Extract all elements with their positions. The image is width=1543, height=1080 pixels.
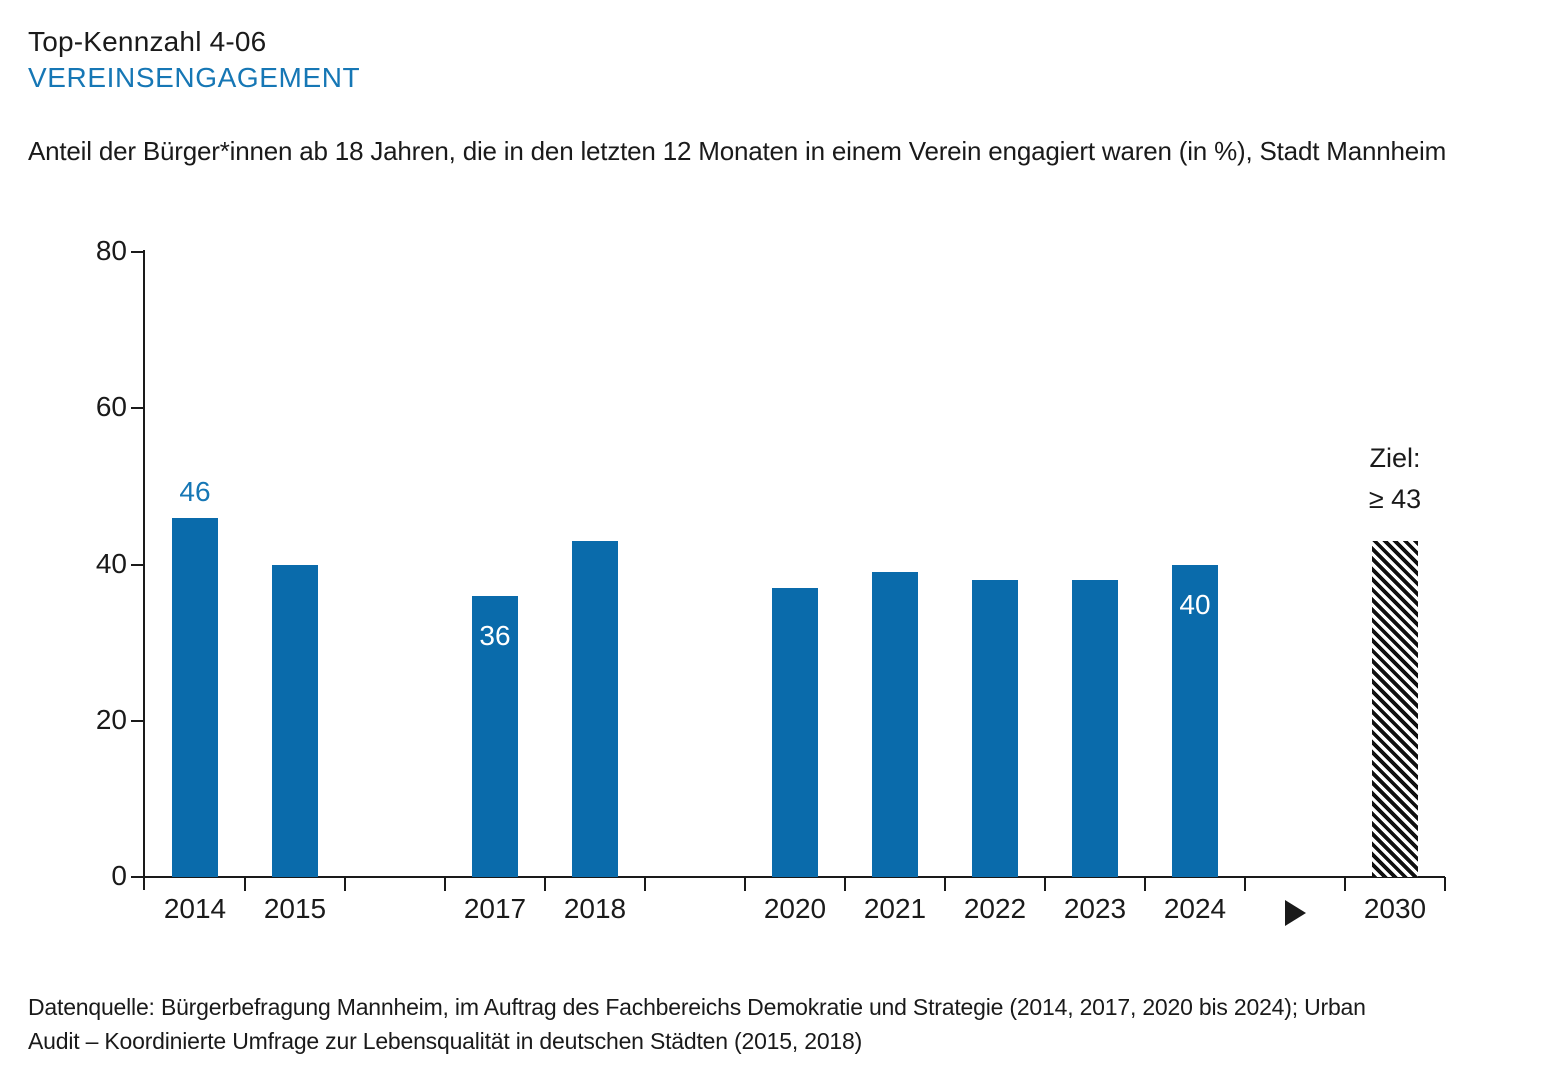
bar-2017 (472, 595, 518, 877)
y-tick-label: 80 (95, 235, 127, 266)
source-line-2: Audit – Koordinierte Umfrage zur Lebensq… (28, 1028, 863, 1054)
bar-2021 (872, 572, 918, 877)
goal-label: Ziel: ≥ 43 (1325, 438, 1465, 520)
y-tick-label: 20 (95, 703, 127, 735)
goal-label-line-2: ≥ 43 (1368, 484, 1422, 514)
x-tick-label-2030: 2030 (1363, 893, 1427, 924)
bar-2022 (972, 580, 1018, 877)
x-tick (744, 877, 746, 891)
arrow-right-icon (1285, 900, 1306, 926)
bar-2018 (572, 541, 618, 877)
x-tick-label-2015: 2015 (263, 893, 327, 924)
x-tick-label-2023: 2023 (1063, 893, 1127, 924)
data-source: Datenquelle: Bürgerbefragung Mannheim, i… (28, 990, 1366, 1058)
x-tick-label-2018: 2018 (563, 893, 627, 924)
bar-value-label: 40 (1179, 588, 1211, 620)
y-tick-label: 60 (95, 391, 127, 423)
goal-label-line-1: Ziel: (1369, 443, 1421, 473)
x-tick (1144, 877, 1146, 891)
bar-2024 (1172, 564, 1218, 877)
x-tick (844, 877, 846, 891)
x-tick-label-2014: 2014 (163, 893, 227, 924)
x-axis-line (143, 876, 1445, 878)
y-tick (131, 251, 145, 253)
page-title: VEREINSENGAGEMENT (28, 62, 361, 93)
x-tick (344, 877, 346, 891)
x-tick (544, 877, 546, 891)
y-tick-label: 40 (95, 547, 127, 579)
bar-value-label: 46 (179, 475, 211, 507)
x-tick (944, 877, 946, 891)
y-tick (131, 407, 145, 410)
x-tick (1344, 877, 1346, 891)
x-tick (644, 877, 646, 891)
bar-2020 (772, 587, 818, 877)
x-tick (1244, 877, 1246, 891)
y-axis-line (143, 250, 145, 890)
y-tick (131, 876, 145, 878)
bar-value-label: 36 (479, 619, 511, 651)
bar-2023 (1072, 580, 1118, 877)
x-tick-label-2020: 2020 (763, 893, 827, 924)
y-tick-label: 0 (111, 860, 127, 891)
x-tick (1044, 877, 1046, 891)
x-tick (1444, 877, 1446, 891)
x-tick-label-2021: 2021 (863, 893, 927, 924)
kicker: Top-Kennzahl 4-06 (28, 26, 267, 57)
x-tick-label-2022: 2022 (963, 893, 1027, 924)
bar-2014 (172, 517, 218, 877)
y-tick (131, 719, 145, 722)
x-tick (244, 877, 246, 891)
y-tick (131, 563, 145, 566)
bar-2015 (272, 564, 318, 877)
x-tick-label-2017: 2017 (463, 893, 527, 924)
source-line-1: Datenquelle: Bürgerbefragung Mannheim, i… (28, 994, 1366, 1020)
chart-description: Anteil der Bürger*innen ab 18 Jahren, di… (28, 136, 1447, 166)
x-tick-label-2024: 2024 (1163, 893, 1227, 924)
bar-2030 (1372, 541, 1418, 877)
x-tick (444, 877, 446, 891)
